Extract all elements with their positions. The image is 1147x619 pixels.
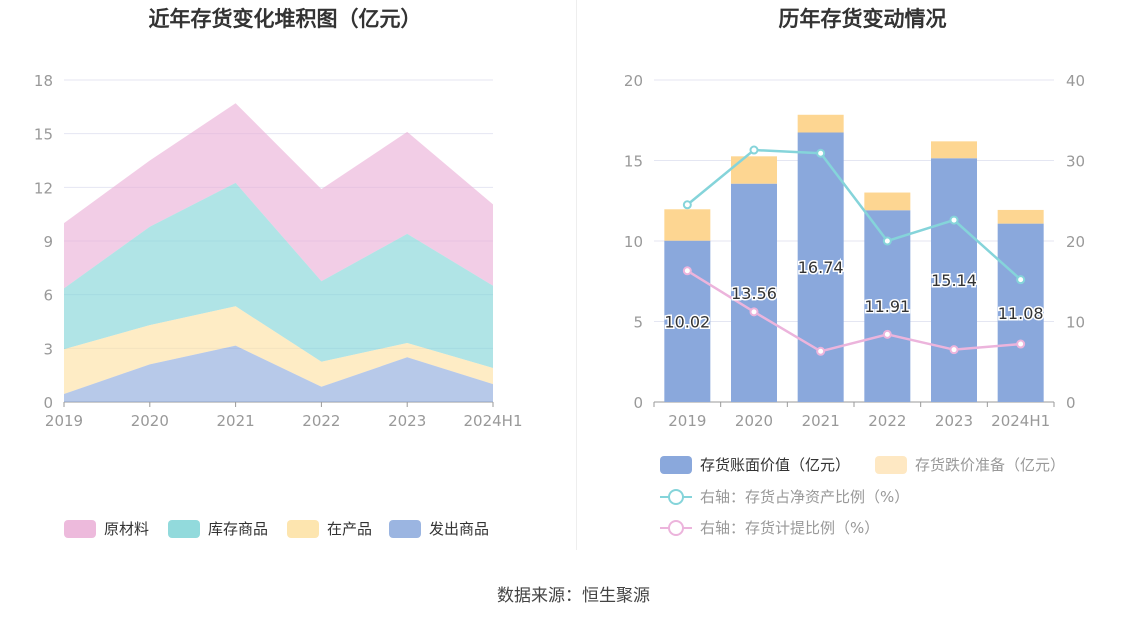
y-tick-label: 12 — [34, 179, 53, 197]
line-point-line_prov — [749, 307, 759, 317]
bar-value-label: 13.56 — [731, 284, 777, 303]
line-point-line_prov — [949, 345, 959, 355]
x-tick-label: 2019 — [45, 412, 83, 430]
x-tick-label: 2023 — [388, 412, 426, 430]
line-point-line_net — [816, 148, 826, 158]
x-tick-label: 2020 — [735, 412, 773, 430]
bar-value-label: 11.91 — [864, 297, 910, 316]
x-tick-label: 2023 — [935, 412, 973, 430]
line-point-line_prov — [682, 266, 692, 276]
legend-label: 在产品 — [327, 520, 372, 538]
x-tick-label: 2021 — [217, 412, 255, 430]
y-tick-label: 0 — [43, 394, 53, 412]
x-tick-label: 2022 — [868, 412, 906, 430]
panel-divider — [576, 0, 577, 550]
x-tick-label: 2024H1 — [991, 412, 1050, 430]
bar-value-label: 11.08 — [998, 304, 1044, 323]
line-point-line_prov — [1016, 339, 1026, 349]
y-tick-label: 15 — [34, 126, 53, 144]
legend-label: 库存商品 — [208, 520, 268, 538]
line-point-line_prov — [882, 329, 892, 339]
x-tick-label: 2020 — [131, 412, 169, 430]
legend-swatch-shipped — [389, 520, 421, 538]
legend-label: 右轴：存货占净资产比例（%） — [700, 488, 909, 506]
legend-label: 原材料 — [104, 520, 149, 538]
y-tick-label: 10 — [624, 233, 643, 251]
x-tick-label: 2022 — [302, 412, 340, 430]
legend-swatch-stock — [168, 520, 200, 538]
legend-swatch-reserve — [875, 456, 907, 474]
line-point-line_net — [1016, 275, 1026, 285]
left-chart-panel: 近年存货变化堆积图（亿元） 0 3 6 9 12 15 18 2019 2020 2021 2022… — [0, 0, 570, 560]
y-tick-label: 18 — [34, 72, 53, 90]
line-point-line_net — [682, 200, 692, 210]
bar-reserve — [997, 209, 1044, 224]
stacked-area-chart: 0 3 6 9 12 15 18 2019 2020 2021 2022 2023 2024H1 原材料 库… — [34, 72, 523, 538]
legend-swatch-raw — [64, 520, 96, 538]
legend-swatch-wip — [287, 520, 319, 538]
bar-line-combo-chart: 0 5 10 15 20 0 10 20 30 40 2019 2020 2021 2022 2023 202… — [624, 72, 1085, 537]
bar-reserve — [664, 209, 711, 241]
legend-marker-line_net — [668, 489, 684, 505]
bar-bar — [931, 158, 977, 402]
area-series-shipped — [64, 345, 493, 402]
y-tick-label: 15 — [624, 153, 643, 171]
y2-tick-label: 30 — [1066, 153, 1085, 171]
y2-tick-label: 40 — [1066, 72, 1085, 90]
line-point-line_net — [882, 236, 892, 246]
x-tick-label: 2021 — [802, 412, 840, 430]
legend-swatch-bar — [660, 456, 692, 474]
y-tick-label: 5 — [633, 314, 643, 332]
x-tick-label: 2019 — [668, 412, 706, 430]
legend-label: 右轴：存货计提比例（%） — [700, 519, 879, 537]
y-tick-label: 3 — [43, 340, 53, 358]
bar-reserve — [731, 156, 777, 184]
y-tick-label: 9 — [43, 233, 53, 251]
line-series-line_net — [686, 148, 1022, 281]
bar-reserve — [864, 192, 911, 211]
x-tick-label: 2024H1 — [464, 412, 523, 430]
line-series-line_prov — [686, 269, 1021, 353]
line-point-line_prov — [816, 346, 826, 356]
bar-bar — [997, 223, 1044, 402]
area-series-wip — [64, 306, 493, 394]
bar-reserve — [797, 114, 844, 133]
area-series-stock — [64, 182, 493, 369]
bar-value-label: 15.14 — [931, 271, 977, 290]
line-point-line_net — [949, 215, 959, 225]
y2-tick-label: 10 — [1066, 314, 1085, 332]
area-series-raw — [64, 103, 493, 289]
left-chart-title: 近年存货变化堆积图（亿元） — [148, 7, 422, 31]
y-tick-label: 20 — [624, 72, 643, 90]
line-point-line_net — [749, 145, 759, 155]
legend-label: 存货跌价准备（亿元） — [915, 456, 1065, 474]
bar-value-label: 10.02 — [664, 312, 710, 331]
bar-value-label: 16.74 — [798, 258, 844, 277]
bar-bar — [797, 132, 844, 402]
y2-tick-label: 0 — [1066, 394, 1076, 412]
data-source-note: 数据来源：恒生聚源 — [497, 586, 650, 606]
bar-reserve — [931, 141, 977, 159]
right-chart-panel: 历年存货变动情况 0 5 10 15 20 0 10 20 30 40 2019 2020 2021 20… — [578, 0, 1147, 560]
legend-marker-line_prov — [668, 520, 684, 536]
y-tick-label: 6 — [43, 287, 53, 305]
y-tick-label: 0 — [633, 394, 643, 412]
right-chart-title: 历年存货变动情况 — [778, 7, 947, 31]
legend-label: 发出商品 — [429, 520, 489, 538]
legend-label: 存货账面价值（亿元） — [700, 456, 850, 474]
bar-bar — [731, 183, 777, 402]
y2-tick-label: 20 — [1066, 233, 1085, 251]
